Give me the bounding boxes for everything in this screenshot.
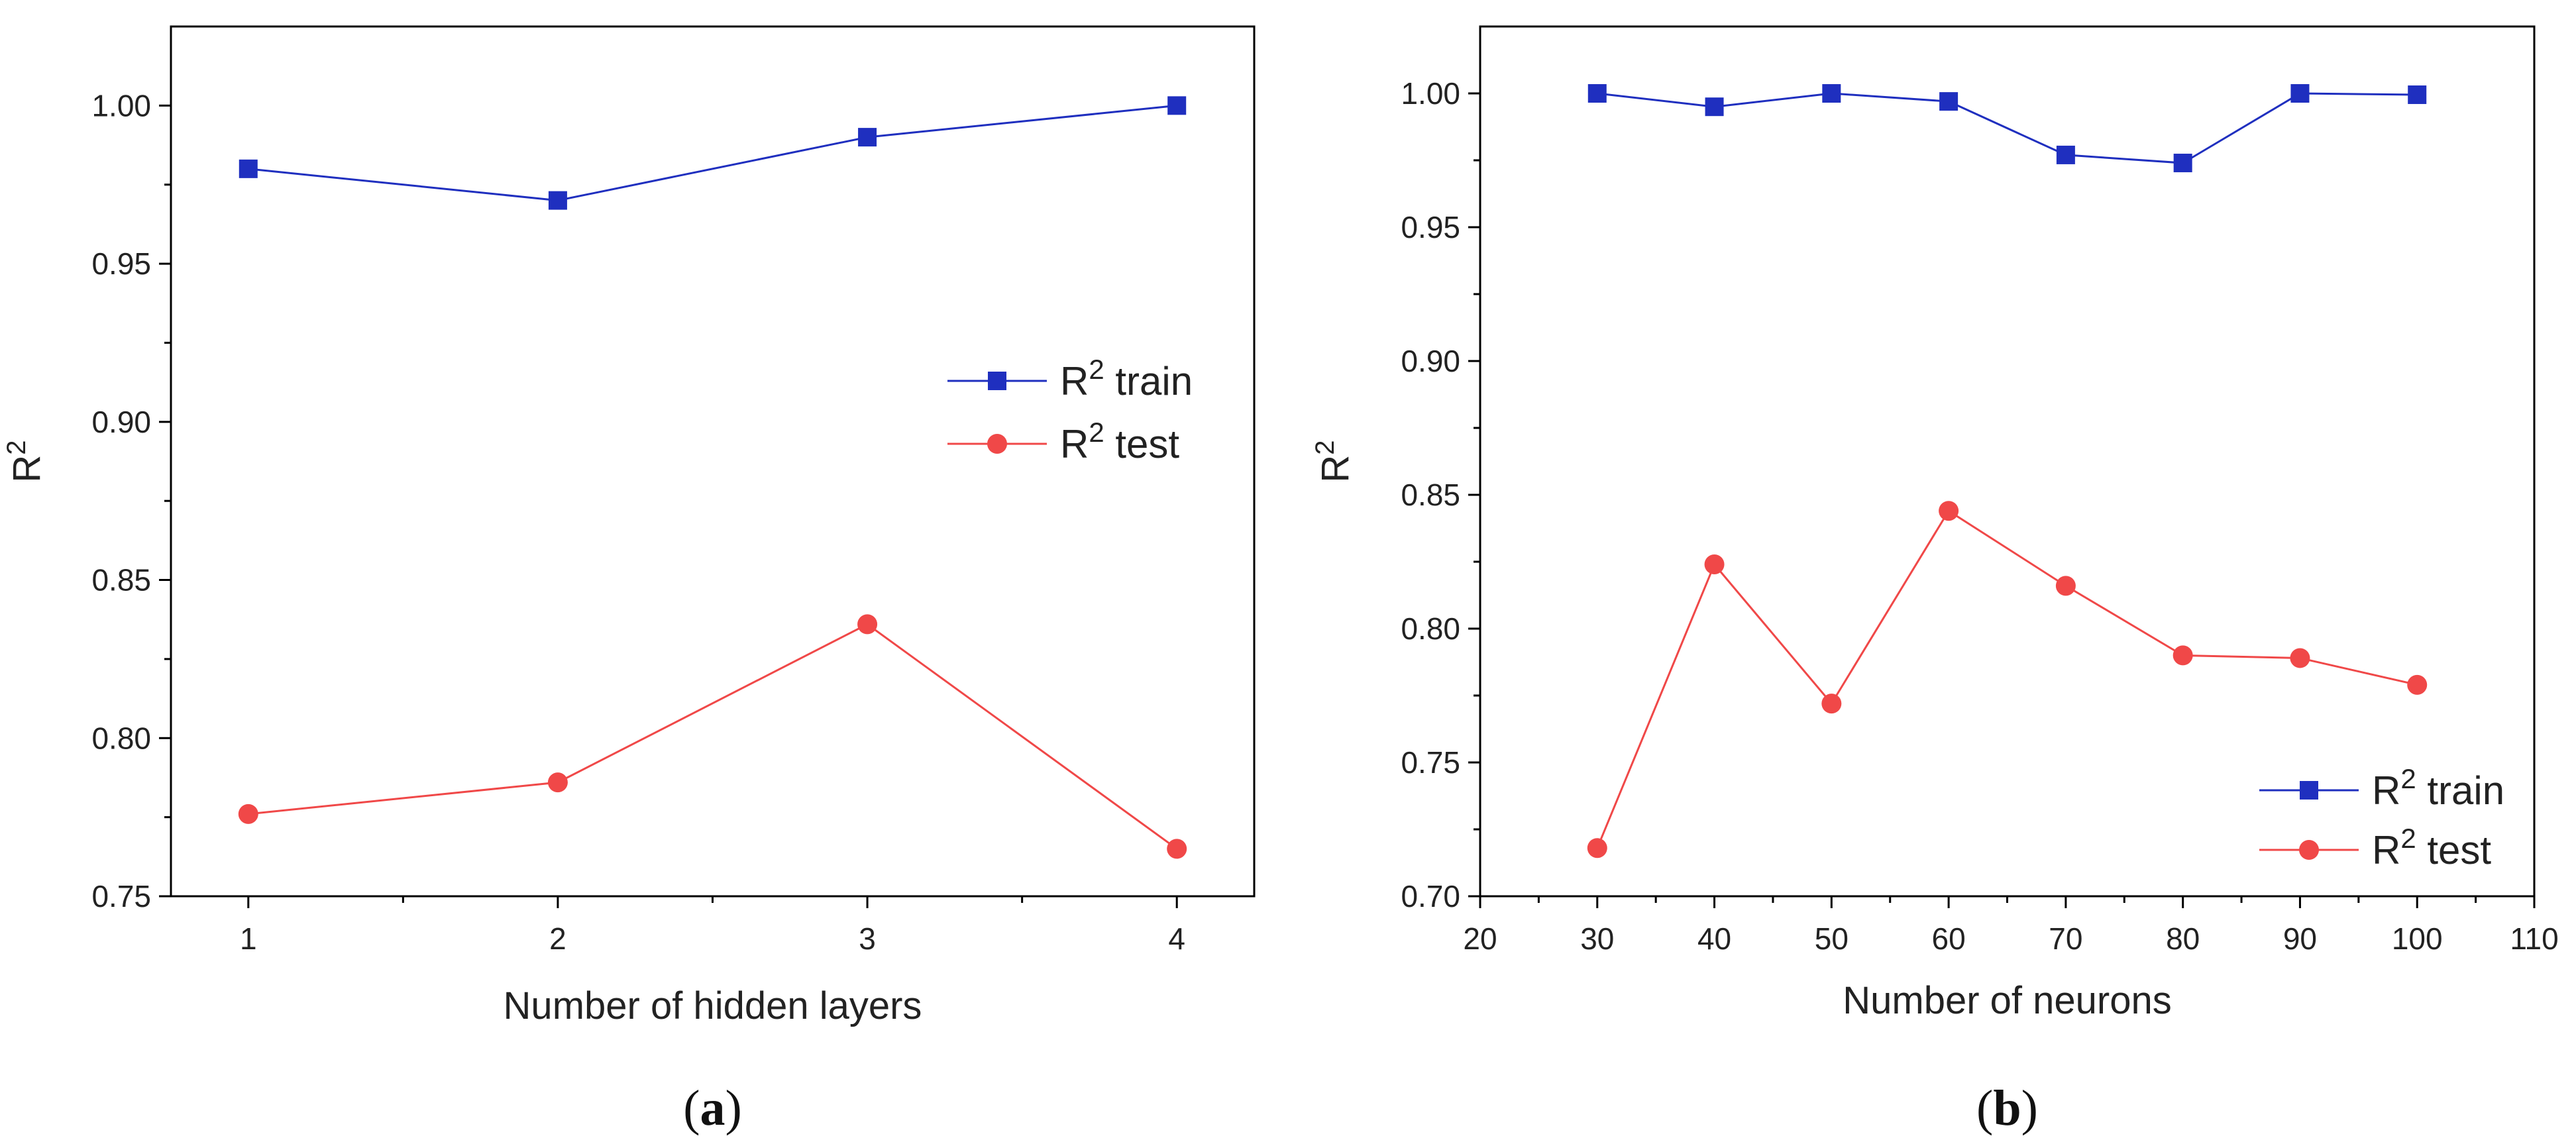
panel-a: 0.75 0.80 0.85 0.90 0.95 1.00 1 2 3 4 Number of hi… xyxy=(2,25,1256,1136)
legend-label-rest: train xyxy=(2416,768,2504,813)
legend-label-base: R xyxy=(1060,359,1089,403)
data-point-test xyxy=(2055,576,2076,596)
data-point-test xyxy=(1821,694,1842,714)
caption-close-paren: ) xyxy=(2021,1080,2038,1136)
y-axis-title: R2 xyxy=(2,440,48,482)
x-tick-label: 40 xyxy=(1697,921,1731,956)
legend-label-sup: 2 xyxy=(1089,417,1104,448)
data-point-train xyxy=(1167,96,1187,115)
x-tick-label: 1 xyxy=(240,921,257,956)
y-tick-label: 0.95 xyxy=(91,246,151,281)
data-point-train xyxy=(1822,84,1841,103)
y-axis-title-sup: 2 xyxy=(2,440,31,454)
x-tick-label: 4 xyxy=(1168,921,1185,956)
data-point-test xyxy=(238,804,258,824)
legend-label-rest: test xyxy=(1104,422,1180,466)
data-point-test xyxy=(2290,648,2310,668)
x-tick-label: 30 xyxy=(1580,921,1614,956)
panel-b: 0.70 0.75 0.80 0.85 0.90 0.95 1.00 20 30 40 50 60 70… xyxy=(1311,25,2559,1136)
y-tick-label: 0.80 xyxy=(1401,611,1460,646)
data-point-train xyxy=(239,159,258,178)
caption-letter: b xyxy=(1993,1080,2021,1136)
caption-close-paren: ) xyxy=(725,1080,742,1136)
legend-marker-train xyxy=(2300,781,2318,800)
caption-open-paren: ( xyxy=(1976,1080,1993,1136)
data-point-train xyxy=(2290,84,2310,103)
data-point-test xyxy=(2173,645,2193,666)
data-point-train xyxy=(2408,85,2427,105)
data-point-train xyxy=(548,191,567,210)
x-axis-title: Number of neurons xyxy=(1843,979,2171,1022)
series-line-test xyxy=(248,623,1178,850)
y-axis-title-sup: 2 xyxy=(1311,440,1340,454)
y-tick-label: 0.75 xyxy=(1401,745,1460,780)
data-point-train xyxy=(858,128,877,147)
y-tick-label: 0.75 xyxy=(91,879,151,913)
x-tick-label: 80 xyxy=(2166,921,2200,956)
data-point-train xyxy=(1939,92,1959,111)
legend-label-sup: 2 xyxy=(2400,763,2416,794)
legend-label-train: R2 train xyxy=(2372,763,2504,813)
legend-label-test: R2 test xyxy=(2372,823,2491,872)
y-tick-label: 0.85 xyxy=(91,563,151,597)
caption-open-paren: ( xyxy=(683,1080,700,1136)
y-tick-label: 0.85 xyxy=(1401,478,1460,512)
x-tick-label: 50 xyxy=(1815,921,1849,956)
plot-frame xyxy=(1479,25,2536,898)
plot-frame xyxy=(170,25,1256,898)
panel-caption: (a) xyxy=(683,1080,742,1136)
y-tick-label: 0.90 xyxy=(1401,344,1460,378)
legend-label-sup: 2 xyxy=(2400,823,2416,854)
legend-label-base: R xyxy=(2372,828,2400,872)
x-tick-label: 2 xyxy=(549,921,566,956)
y-tick-label: 1.00 xyxy=(91,88,151,123)
data-point-train xyxy=(1705,97,1724,117)
legend-label-rest: train xyxy=(1104,359,1193,403)
data-point-test xyxy=(1587,838,1607,858)
x-tick-label: 3 xyxy=(859,921,876,956)
y-axis-title-base: R xyxy=(5,455,48,483)
y-tick-label: 0.70 xyxy=(1401,879,1460,913)
data-point-test xyxy=(1704,554,1725,575)
legend-label-sup: 2 xyxy=(1089,354,1104,385)
data-point-test xyxy=(1939,501,1959,521)
data-point-test xyxy=(2407,674,2428,695)
x-tick-label: 70 xyxy=(2049,921,2082,956)
y-tick-label: 0.90 xyxy=(91,405,151,439)
data-point-test xyxy=(547,772,568,793)
x-tick-label: 90 xyxy=(2283,921,2317,956)
y-axis-title-base: R xyxy=(1314,455,1357,483)
y-tick-label: 1.00 xyxy=(1401,76,1460,111)
data-point-test xyxy=(857,614,878,635)
x-axis-title: Number of hidden layers xyxy=(504,984,922,1027)
data-point-test xyxy=(1167,839,1187,859)
y-axis-title: R2 xyxy=(1311,440,1357,482)
series-line-test xyxy=(1596,509,2418,849)
y-tick-label: 0.95 xyxy=(1401,210,1460,244)
x-tick-label: 60 xyxy=(1932,921,1966,956)
x-tick-label: 100 xyxy=(2392,921,2443,956)
legend-marker-test xyxy=(2299,840,2319,860)
series-line-train xyxy=(248,104,1177,202)
data-point-train xyxy=(2056,145,2075,164)
caption-letter: a xyxy=(700,1080,725,1136)
y-tick-label: 0.80 xyxy=(91,721,151,755)
data-point-train xyxy=(1587,84,1607,103)
legend-label-rest: test xyxy=(2416,828,2492,872)
x-tick-label: 20 xyxy=(1463,921,1497,956)
legend-label-test: R2 test xyxy=(1060,417,1179,466)
legend-marker-test xyxy=(987,434,1007,454)
x-tick-label: 110 xyxy=(2510,921,2558,956)
panel-caption: (b) xyxy=(1976,1080,2038,1136)
legend-label-base: R xyxy=(1060,422,1089,466)
legend-label-train: R2 train xyxy=(1060,354,1193,403)
legend-label-base: R xyxy=(2372,768,2400,813)
series-line-train xyxy=(1597,92,2418,164)
data-point-train xyxy=(2173,154,2192,173)
legend-marker-train xyxy=(988,372,1006,390)
